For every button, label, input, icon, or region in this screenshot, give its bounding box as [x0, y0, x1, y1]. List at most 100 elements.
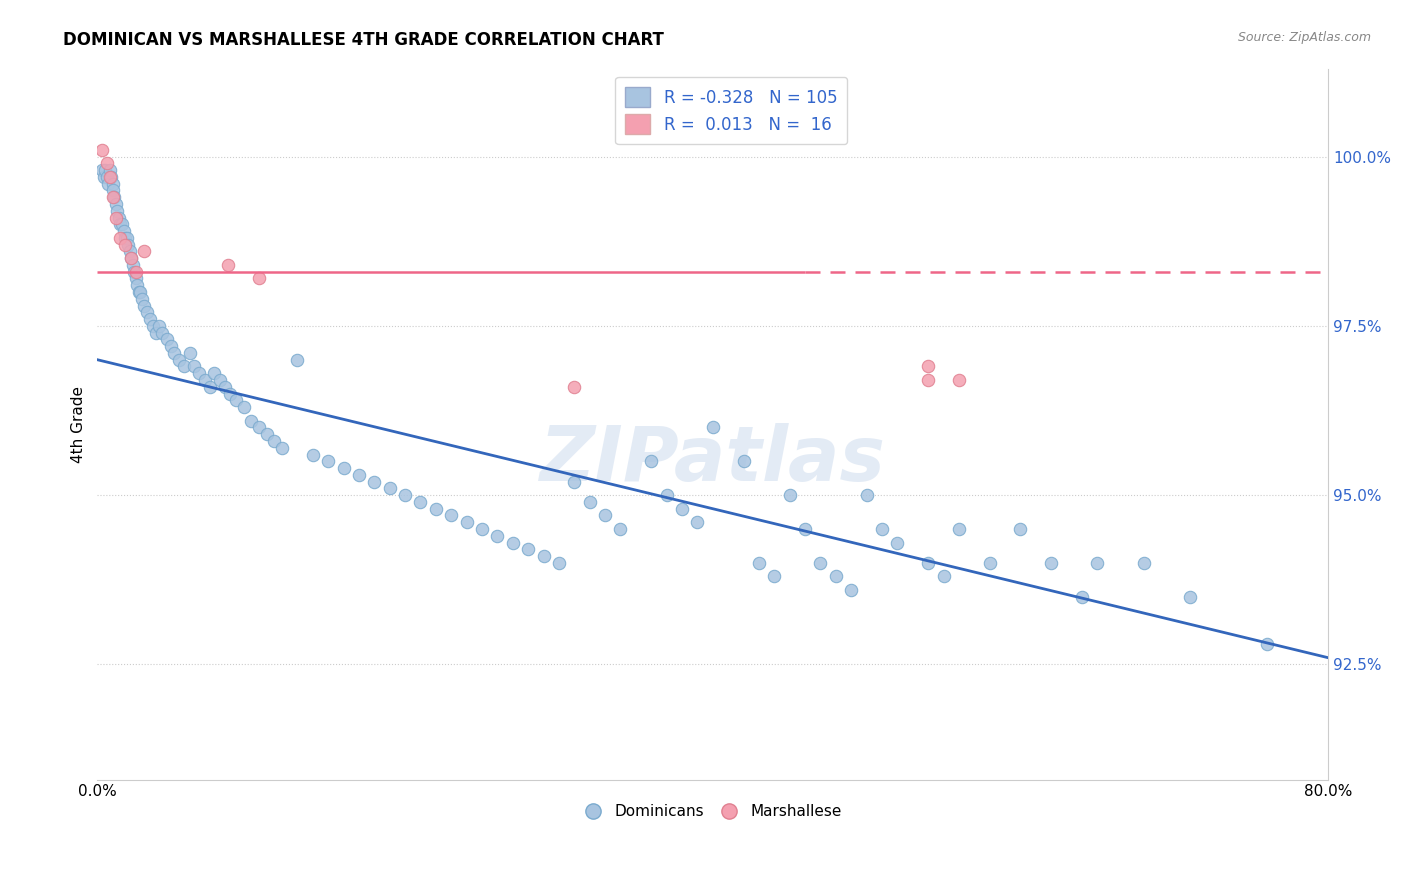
Point [218, 386, 240, 401]
Point [132, 299, 155, 313]
Point [794, 522, 817, 536]
Point [111, 217, 134, 231]
Point [142, 318, 165, 333]
Point [332, 461, 354, 475]
Point [101, 177, 124, 191]
Point [114, 231, 136, 245]
Point [979, 556, 1001, 570]
Point [108, 211, 131, 225]
Point [932, 569, 955, 583]
Point [578, 495, 600, 509]
Point [256, 427, 278, 442]
Point [91, 163, 114, 178]
Y-axis label: 4th Grade: 4th Grade [72, 385, 86, 463]
Point [110, 217, 132, 231]
Point [225, 393, 247, 408]
Point [125, 271, 148, 285]
Point [97, 177, 120, 191]
Point [117, 237, 139, 252]
Point [301, 448, 323, 462]
Point [609, 522, 631, 536]
Point [247, 420, 270, 434]
Point [132, 244, 155, 259]
Point [347, 467, 370, 482]
Point [1256, 637, 1278, 651]
Point [121, 258, 143, 272]
Point [179, 346, 201, 360]
Point [217, 258, 239, 272]
Point [471, 522, 494, 536]
Point [127, 278, 149, 293]
Point [202, 366, 225, 380]
Point [131, 292, 153, 306]
Point [183, 359, 205, 374]
Point [733, 454, 755, 468]
Point [517, 542, 540, 557]
Point [160, 339, 183, 353]
Point [502, 535, 524, 549]
Point [104, 211, 127, 225]
Point [247, 271, 270, 285]
Point [779, 488, 801, 502]
Point [839, 582, 862, 597]
Point [655, 488, 678, 502]
Point [870, 522, 893, 536]
Point [1071, 590, 1094, 604]
Point [96, 169, 118, 184]
Point [593, 508, 616, 523]
Point [409, 495, 432, 509]
Point [209, 373, 232, 387]
Point [118, 244, 141, 259]
Point [214, 380, 236, 394]
Point [101, 190, 124, 204]
Point [316, 454, 339, 468]
Legend: Dominicans, Marshallese: Dominicans, Marshallese [578, 798, 848, 825]
Point [163, 346, 186, 360]
Text: Source: ZipAtlas.com: Source: ZipAtlas.com [1237, 31, 1371, 45]
Point [128, 285, 150, 299]
Point [101, 183, 124, 197]
Point [100, 169, 122, 184]
Point [394, 488, 416, 502]
Point [363, 475, 385, 489]
Point [93, 169, 115, 184]
Point [187, 366, 209, 380]
Point [886, 535, 908, 549]
Point [440, 508, 463, 523]
Point [145, 326, 167, 340]
Point [425, 501, 447, 516]
Point [948, 522, 970, 536]
Point [917, 373, 939, 387]
Point [98, 169, 121, 184]
Point [148, 318, 170, 333]
Point [135, 305, 157, 319]
Point [194, 373, 217, 387]
Point [810, 556, 832, 570]
Point [1132, 556, 1154, 570]
Point [855, 488, 877, 502]
Point [948, 373, 970, 387]
Point [125, 265, 148, 279]
Point [120, 251, 142, 265]
Point [1040, 556, 1063, 570]
Point [1085, 556, 1108, 570]
Point [548, 556, 571, 570]
Point [173, 359, 195, 374]
Point [702, 420, 724, 434]
Point [240, 414, 263, 428]
Point [155, 333, 177, 347]
Point [686, 515, 709, 529]
Point [115, 231, 138, 245]
Text: ZIPatlas: ZIPatlas [540, 423, 886, 497]
Point [562, 380, 585, 394]
Point [110, 231, 132, 245]
Point [486, 529, 509, 543]
Point [105, 203, 128, 218]
Text: DOMINICAN VS MARSHALLESE 4TH GRADE CORRELATION CHART: DOMINICAN VS MARSHALLESE 4TH GRADE CORRE… [63, 31, 664, 49]
Point [824, 569, 846, 583]
Point [232, 400, 254, 414]
Point [748, 556, 770, 570]
Point [198, 380, 221, 394]
Point [378, 482, 401, 496]
Point [562, 475, 585, 489]
